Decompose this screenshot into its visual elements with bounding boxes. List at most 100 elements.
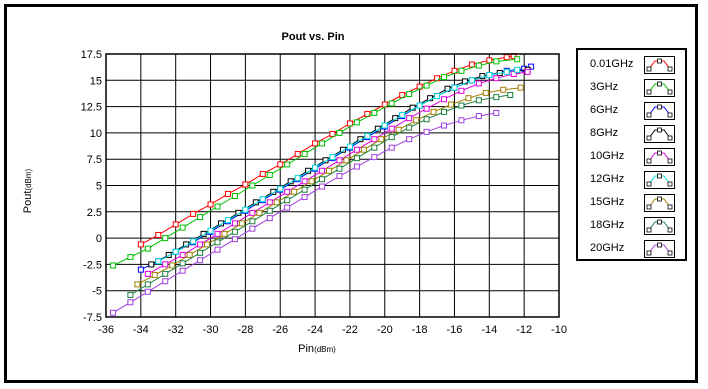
data-point <box>190 238 197 245</box>
data-point <box>179 224 186 231</box>
data-point <box>493 109 500 116</box>
data-point <box>406 90 413 97</box>
legend-entry: 12GHz <box>578 169 685 189</box>
data-point <box>430 108 437 115</box>
data-point <box>468 61 475 68</box>
x-tick-label: -32 <box>168 324 184 336</box>
x-tick-label: -36 <box>98 324 114 336</box>
legend-marker <box>667 227 673 233</box>
legend-marker <box>667 112 673 118</box>
y-tick-label: 10 <box>90 128 102 140</box>
data-point <box>214 246 221 253</box>
legend-swatch <box>644 194 675 212</box>
legend-marker <box>657 196 662 202</box>
legend-swatch <box>644 56 675 74</box>
x-tick-label: -24 <box>307 324 323 336</box>
data-point <box>231 228 238 235</box>
data-point <box>371 144 378 151</box>
data-point <box>277 185 284 192</box>
data-point <box>231 193 238 200</box>
data-point <box>395 126 402 133</box>
data-point <box>137 241 144 248</box>
y-axis-label-unit: (dBm) <box>24 168 33 190</box>
legend-swatch <box>644 125 675 143</box>
data-point <box>109 309 116 316</box>
legend-label: 3GHz <box>590 81 619 93</box>
legend-entry: 18GHz <box>578 215 685 235</box>
x-tick-label: -10 <box>551 324 567 336</box>
data-point <box>259 196 266 203</box>
data-point <box>197 214 204 221</box>
data-point <box>190 210 197 217</box>
data-point <box>423 116 430 123</box>
data-point <box>179 267 186 274</box>
data-point <box>329 130 336 137</box>
data-point <box>326 167 333 174</box>
data-point <box>224 190 231 197</box>
plot-border <box>105 53 560 318</box>
data-point <box>144 245 151 252</box>
data-point <box>284 204 291 211</box>
data-point <box>517 84 524 91</box>
legend-swatch <box>644 148 675 166</box>
data-point <box>207 201 214 208</box>
data-point <box>277 161 284 168</box>
legend-marker <box>667 89 673 95</box>
data-point <box>360 146 367 153</box>
data-point <box>172 221 179 228</box>
data-point <box>127 291 134 298</box>
data-point <box>256 209 263 216</box>
data-point <box>162 278 169 285</box>
legend-entry: 20GHz <box>578 238 685 258</box>
data-point <box>284 197 291 204</box>
data-point <box>266 199 273 206</box>
data-point <box>266 215 273 222</box>
series-line <box>158 69 518 262</box>
data-point <box>231 236 238 243</box>
series-layer <box>109 53 535 316</box>
data-point <box>406 115 413 122</box>
data-point <box>238 220 245 227</box>
grid <box>105 53 560 318</box>
data-point <box>364 133 371 140</box>
data-point <box>468 77 475 84</box>
legend-swatch <box>644 171 675 189</box>
data-point <box>475 80 482 87</box>
y-tick-label: 5 <box>96 181 102 193</box>
legend-marker <box>667 204 673 210</box>
data-point <box>273 199 280 206</box>
x-tick-label: -20 <box>377 324 393 336</box>
data-point <box>214 203 221 210</box>
data-point <box>353 163 360 170</box>
data-point <box>447 101 454 108</box>
data-point <box>155 231 162 238</box>
data-point <box>493 75 500 82</box>
y-tick-label: -2.5 <box>83 259 102 271</box>
y-tick-label: 17.5 <box>81 49 102 61</box>
data-point <box>399 112 406 119</box>
data-point <box>179 260 186 267</box>
legend-marker <box>646 89 652 95</box>
data-point <box>461 78 468 85</box>
data-point <box>144 281 151 288</box>
data-point <box>179 251 186 258</box>
data-point <box>503 54 510 61</box>
data-point <box>343 157 350 164</box>
data-point <box>249 218 256 225</box>
data-point <box>524 68 531 75</box>
data-point <box>162 270 169 277</box>
data-point <box>242 206 249 213</box>
data-point <box>231 220 238 227</box>
data-point <box>406 136 413 143</box>
data-point <box>308 178 315 185</box>
legend-marker <box>667 158 673 164</box>
legend-entry: 3GHz <box>578 77 685 97</box>
data-point <box>353 146 360 153</box>
legend-swatch <box>644 240 675 258</box>
data-point <box>413 117 420 124</box>
data-point <box>312 164 319 171</box>
y-tick-label: 0 <box>96 233 102 245</box>
data-point <box>388 144 395 151</box>
legend-marker <box>646 66 652 72</box>
data-point <box>259 170 266 177</box>
